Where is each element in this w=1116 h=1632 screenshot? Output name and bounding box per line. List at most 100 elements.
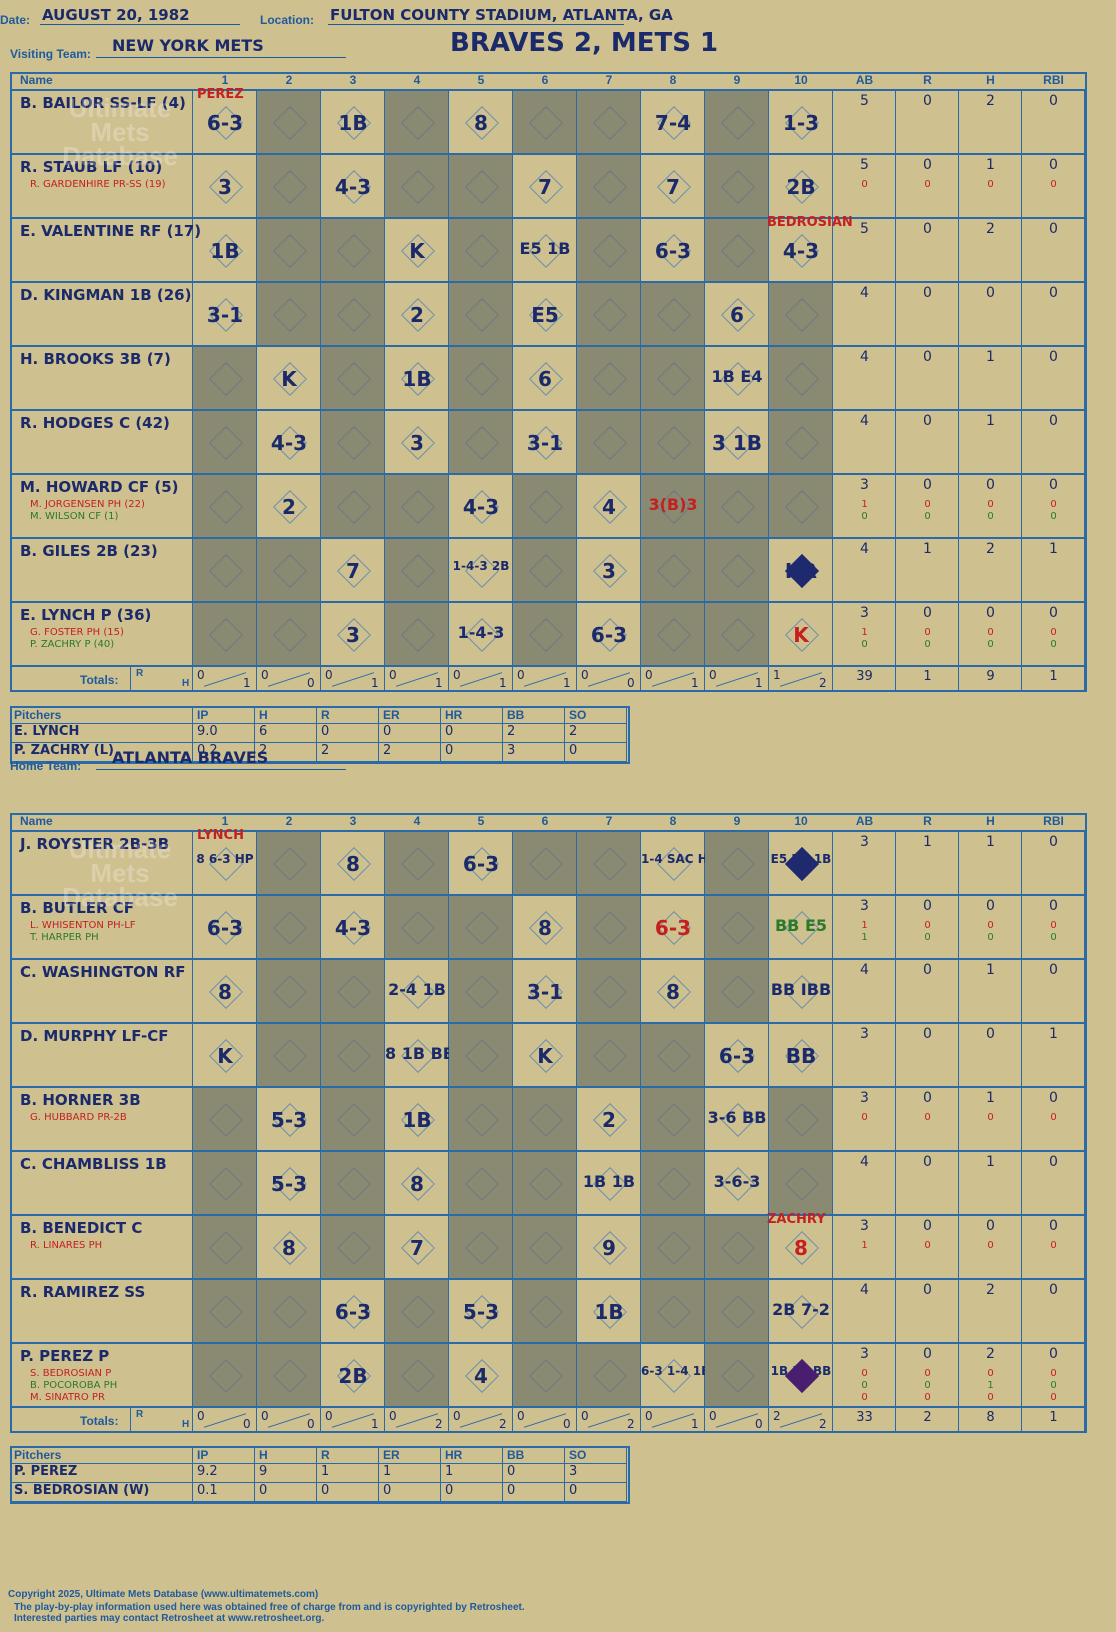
- h-player-name: C. WASHINGTON RF: [20, 963, 186, 981]
- v-inning-runs: 0: [645, 668, 653, 682]
- watermark-text: Mets: [90, 858, 150, 888]
- h-stat-header: AB: [855, 814, 874, 828]
- v-stat-h: 2: [986, 221, 995, 237]
- h-play-result: 8: [282, 1236, 296, 1260]
- h-stat-h: 2: [986, 1282, 995, 1298]
- v-inning-header: 2: [285, 73, 293, 87]
- v-inning-runs: 0: [261, 668, 269, 682]
- v-play-result: 4: [602, 495, 616, 519]
- v-stat-rbi: 0: [1050, 499, 1057, 510]
- h-play-result: 6-3: [462, 852, 500, 876]
- h-stat-r: 0: [924, 1380, 931, 1391]
- watermark-text: Mets: [90, 117, 150, 147]
- v-stat-header: R: [923, 73, 932, 87]
- v-stat-rbi: 0: [1049, 93, 1058, 109]
- v-stat-r: 0: [923, 605, 932, 621]
- visiting-team-label: Visiting Team:: [10, 47, 91, 61]
- h-stat-h: 1: [986, 962, 995, 978]
- v-stat-h: 1: [986, 349, 995, 365]
- h-play-result: 4: [474, 1364, 488, 1388]
- v-inning-runs: 0: [325, 668, 333, 682]
- h-inning-hits: 0: [307, 1417, 315, 1431]
- v-stat-ab: 5: [860, 93, 869, 109]
- v-inning-runs: 0: [389, 668, 397, 682]
- h-pitcher-er: 1: [379, 1464, 441, 1483]
- v-stat-r: 0: [924, 499, 931, 510]
- h-stat-ab: 0: [861, 1112, 868, 1123]
- h-stat-ab: 3: [860, 1218, 869, 1234]
- v-play-result: 7-4: [654, 111, 692, 135]
- h-pitcher-header: Pitchers: [10, 1446, 193, 1464]
- v-player-name: B. BAILOR SS-LF (4): [20, 94, 186, 112]
- h-play-result: 9: [602, 1236, 616, 1260]
- v-stat-r: 0: [923, 413, 932, 429]
- v-pitcher-bb: 2: [503, 724, 565, 743]
- h-pitcher-header: BB: [503, 1446, 565, 1464]
- h-play-result: 1B 1B: [582, 1172, 636, 1191]
- h-pitcher-so: 0: [565, 1483, 627, 1502]
- v-stat-ab: 4: [860, 285, 869, 301]
- v-stat-r: 0: [924, 627, 931, 638]
- h-stat-h: 0: [986, 1218, 995, 1234]
- h-stat-rbi: 0: [1049, 1090, 1058, 1106]
- h-total-stat: 1: [1049, 1410, 1058, 1425]
- v-totals-h-label: H: [182, 678, 190, 689]
- v-stat-ab: 3: [860, 605, 869, 621]
- v-stat-ab: 0: [861, 511, 868, 522]
- v-play-result: 4-3: [270, 431, 308, 455]
- h-totals-label: Totals:: [80, 1414, 119, 1428]
- h-stat-h: 0: [986, 1026, 995, 1042]
- h-stat-ab: 3: [860, 898, 869, 914]
- h-play-result: 5-3: [462, 1300, 500, 1324]
- v-play-result: 2: [410, 303, 424, 327]
- v-stat-h: 0: [986, 605, 995, 621]
- v-inning-runs: 0: [709, 668, 717, 682]
- h-play-result: 1B: [594, 1300, 624, 1324]
- h-play-result: 4-3: [334, 916, 372, 940]
- h-name-header: Name: [20, 814, 53, 828]
- v-stat-r: 0: [923, 349, 932, 365]
- v-stat-r: 0: [924, 511, 931, 522]
- h-play-result: 6-3: [718, 1044, 756, 1068]
- h-player-name: R. RAMIREZ SS: [20, 1283, 146, 1301]
- v-play-result: 6-3: [590, 623, 628, 647]
- v-inning-runs: 0: [581, 668, 589, 682]
- v-stat-rbi: 0: [1050, 627, 1057, 638]
- v-stat-ab: 1: [861, 627, 868, 638]
- h-stat-r: 0: [923, 1282, 932, 1298]
- h-substitute-name: R. LINARES PH: [30, 1240, 103, 1251]
- v-total-stat: 39: [856, 669, 873, 684]
- v-inning-header: 4: [413, 73, 421, 87]
- h-player-name: C. CHAMBLISS 1B: [20, 1155, 167, 1173]
- h-play-result: 8: [666, 980, 680, 1004]
- v-stat-header: RBI: [1043, 73, 1064, 87]
- location-value: FULTON COUNTY STADIUM, ATLANTA, GA: [330, 6, 673, 24]
- v-inning-header: 9: [733, 73, 741, 87]
- v-inning-hits: 1: [371, 676, 379, 690]
- h-stat-r: 0: [923, 1346, 932, 1362]
- v-stat-h: 1: [986, 157, 995, 173]
- v-inning-hits: 1: [499, 676, 507, 690]
- v-inning-header: 1: [221, 73, 229, 87]
- v-stat-rbi: 0: [1049, 605, 1058, 621]
- h-stat-ab: 0: [861, 1368, 868, 1379]
- h-total-stat: 2: [923, 1410, 932, 1425]
- v-play-result: K: [409, 239, 425, 263]
- v-play-result: 3: [410, 431, 424, 455]
- v-player-name: E. LYNCH P (36): [20, 606, 152, 624]
- v-pitcher-header: H: [255, 706, 317, 724]
- v-inning-hits: 1: [755, 676, 763, 690]
- v-stat-r: 0: [923, 221, 932, 237]
- location-label: Location:: [260, 13, 314, 27]
- v-inning-runs: 0: [453, 668, 461, 682]
- h-stat-ab: 1: [861, 932, 868, 943]
- v-stat-ab: 3: [860, 477, 869, 493]
- h-stat-ab: 3: [860, 1346, 869, 1362]
- v-play-result: 7: [666, 175, 680, 199]
- v-pitcher-ip: 9.0: [193, 724, 255, 743]
- h-player-name: B. BUTLER CF: [20, 899, 135, 917]
- h-inning-runs: 0: [709, 1409, 717, 1423]
- v-play-result: 2: [282, 495, 296, 519]
- h-stat-r: 0: [924, 920, 931, 931]
- h-stat-rbi: 0: [1050, 1112, 1057, 1123]
